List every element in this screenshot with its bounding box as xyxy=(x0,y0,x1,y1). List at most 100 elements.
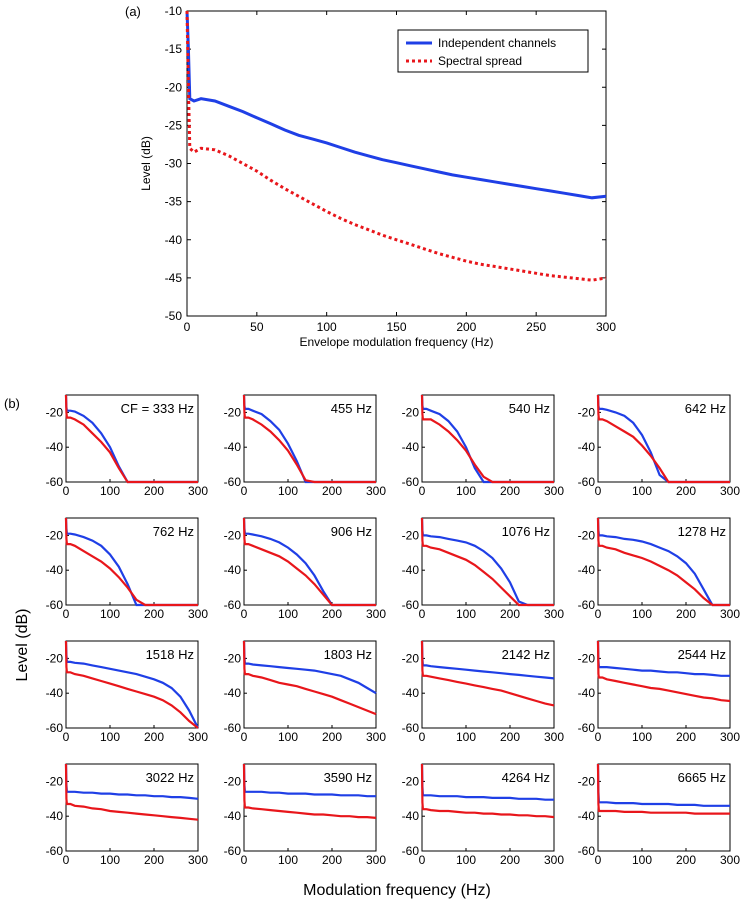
y-tick-label: -60 xyxy=(402,721,420,735)
subplot-2: 0 100 200 300 -60 -40 -20 455 Hz xyxy=(224,394,386,498)
chart-a: 0 50 100 150 200 250 300 -50 -45 -40 -35 -30 -25 -20 -… xyxy=(139,4,616,349)
y-tick-label: -60 xyxy=(578,721,596,735)
series-spectral-spread xyxy=(64,394,198,484)
subplot-4: 0 100 200 300 -60 -40 -20 642 Hz xyxy=(578,394,740,498)
y-tick-label: -20 xyxy=(165,80,183,94)
x-tick-label: 300 xyxy=(544,730,564,744)
series-spectral-spread xyxy=(420,517,554,607)
y-axis-label: Level (dB) xyxy=(139,136,153,191)
x-tick-label: 50 xyxy=(250,320,264,334)
y-tick-label: -15 xyxy=(165,42,183,56)
y-tick-label: -25 xyxy=(165,118,183,132)
x-tick-label: 300 xyxy=(720,853,740,867)
cf-label: 642 Hz xyxy=(685,401,726,416)
x-tick-label: 200 xyxy=(144,607,164,621)
subplot-11: 0 100 200 300 -60 -40 -20 2142 Hz xyxy=(402,640,564,744)
x-tick-label: 200 xyxy=(322,730,342,744)
series-independent-channels xyxy=(242,640,377,695)
series-spectral-spread xyxy=(420,640,555,707)
x-tick-label: 200 xyxy=(322,484,342,498)
x-tick-label: 0 xyxy=(63,730,70,744)
x-tick-label: 0 xyxy=(241,484,248,498)
x-tick-label: 100 xyxy=(100,484,120,498)
y-tick-label: -60 xyxy=(402,475,420,489)
cf-label: 4264 Hz xyxy=(502,770,550,785)
series-spectral-spread xyxy=(242,394,376,484)
y-tick-label: -20 xyxy=(578,651,596,665)
series-independent-channels xyxy=(420,763,554,801)
x-tick-label: 100 xyxy=(278,730,298,744)
series-spectral-spread xyxy=(596,394,730,484)
x-tick-label: 0 xyxy=(419,484,426,498)
x-tick-label: 100 xyxy=(456,607,476,621)
x-tick-label: 200 xyxy=(322,853,342,867)
series-spectral-spread xyxy=(420,763,555,819)
series-spectral-spread xyxy=(596,517,730,607)
series-independent-channels xyxy=(596,517,730,607)
grid-ylabel: Level (dB) xyxy=(14,609,31,682)
subplot-16: 0 100 200 300 -60 -40 -20 6665 Hz xyxy=(578,763,740,867)
x-tick-label: 200 xyxy=(144,484,164,498)
subplot-frame xyxy=(421,640,555,729)
x-tick-label: 200 xyxy=(676,730,696,744)
y-tick-label: -20 xyxy=(224,651,242,665)
x-tick-label: 250 xyxy=(526,320,546,334)
x-tick-label: 100 xyxy=(632,607,652,621)
subplot-7: 0 100 200 300 -60 -40 -20 1076 Hz xyxy=(402,517,564,621)
y-tick-label: -50 xyxy=(165,309,183,323)
subplot-13: 0 100 200 300 -60 -40 -20 3022 Hz xyxy=(46,763,208,867)
y-tick-label: -40 xyxy=(402,563,420,577)
x-tick-label: 200 xyxy=(500,730,520,744)
y-tick-label: -20 xyxy=(402,405,420,419)
series-spectral-spread xyxy=(242,517,376,607)
y-tick-label: -60 xyxy=(224,721,242,735)
x-tick-label: 300 xyxy=(720,484,740,498)
series-spectral-spread xyxy=(596,640,731,703)
y-tick-label: -20 xyxy=(224,405,242,419)
y-tick-label: -40 xyxy=(578,563,596,577)
y-tick-label: -60 xyxy=(46,475,64,489)
x-tick-label: 300 xyxy=(188,607,208,621)
series-independent-channels xyxy=(242,763,376,798)
y-tick-label: -20 xyxy=(224,528,242,542)
x-tick-label: 300 xyxy=(544,607,564,621)
series-independent-channels xyxy=(420,640,555,680)
subplot-12: 0 100 200 300 -60 -40 -20 2544 Hz xyxy=(578,640,740,744)
cf-label: CF = 333 Hz xyxy=(121,401,194,416)
y-tick-label: -20 xyxy=(578,774,596,788)
cf-label: 2142 Hz xyxy=(502,647,550,662)
y-tick-label: -60 xyxy=(46,844,64,858)
subplot-6: 0 100 200 300 -60 -40 -20 906 Hz xyxy=(224,517,386,621)
y-tick-label: -40 xyxy=(578,686,596,700)
y-tick-label: -35 xyxy=(165,195,183,209)
chart-grid: 0 100 200 300 -60 -40 -20 CF = 333 Hz 0 100 200 300… xyxy=(46,394,740,867)
y-tick-label: -40 xyxy=(224,809,242,823)
series-independent-channels xyxy=(596,763,730,807)
series-independent-channels xyxy=(596,640,730,677)
subplot-15: 0 100 200 300 -60 -40 -20 4264 Hz xyxy=(402,763,564,867)
x-tick-label: 0 xyxy=(595,607,602,621)
subplot-frame xyxy=(65,640,199,729)
x-tick-label: 100 xyxy=(456,853,476,867)
legend-label-1: Independent channels xyxy=(438,36,556,50)
x-tick-label: 200 xyxy=(322,607,342,621)
subplot-frame xyxy=(421,763,555,852)
y-tick-label: -40 xyxy=(578,809,596,823)
subplot-frame xyxy=(421,517,555,606)
cf-label: 455 Hz xyxy=(331,401,372,416)
x-tick-label: 0 xyxy=(419,607,426,621)
cf-label: 6665 Hz xyxy=(678,770,726,785)
subplot-5: 0 100 200 300 -60 -40 -20 762 Hz xyxy=(46,517,208,621)
cf-label: 1076 Hz xyxy=(502,524,550,539)
y-tick-label: -20 xyxy=(578,405,596,419)
x-tick-label: 0 xyxy=(63,853,70,867)
x-tick-label: 100 xyxy=(632,853,652,867)
x-tick-label: 100 xyxy=(278,607,298,621)
cf-label: 3590 Hz xyxy=(324,770,372,785)
x-tick-label: 200 xyxy=(144,853,164,867)
subplot-frame xyxy=(65,517,199,606)
y-tick-label: -40 xyxy=(402,686,420,700)
x-tick-label: 100 xyxy=(456,484,476,498)
y-tick-label: -40 xyxy=(46,440,64,454)
